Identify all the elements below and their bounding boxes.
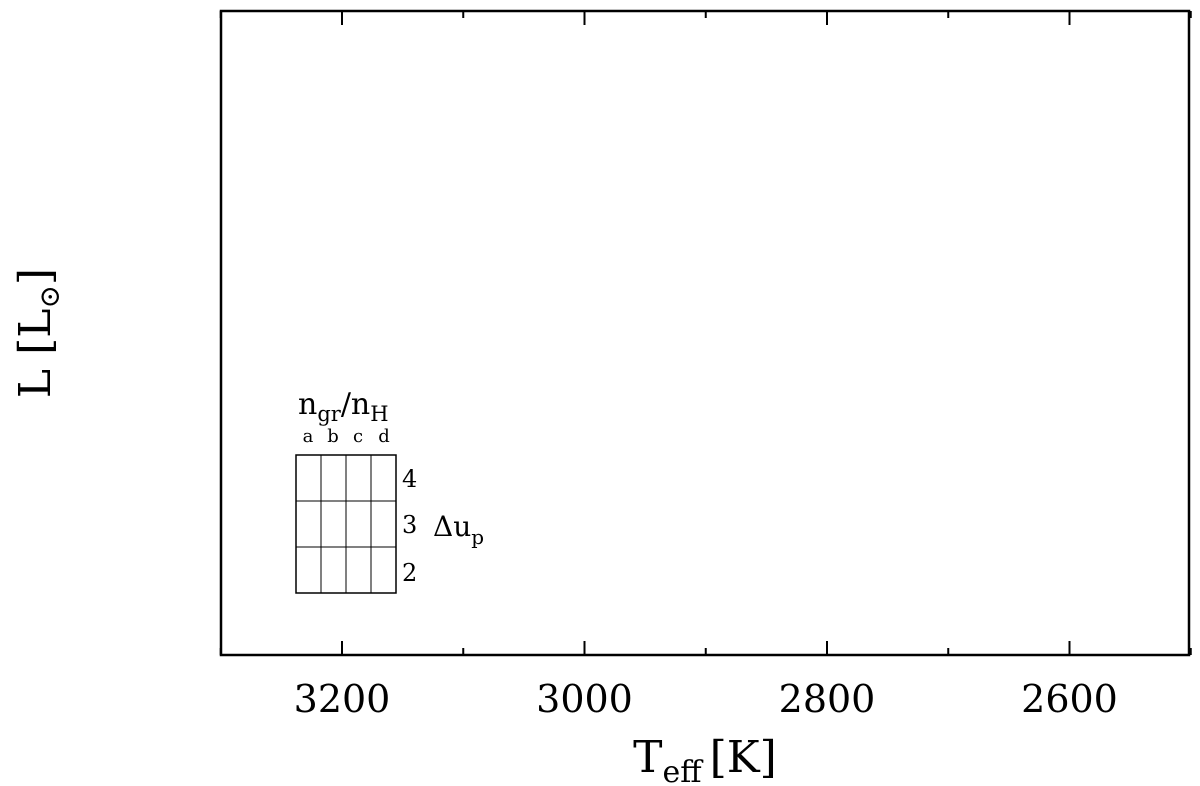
legend-title-h: H [370, 402, 388, 426]
x-axis-label: Teff [K] [633, 732, 777, 786]
legend-title: ngr/nH [298, 387, 389, 426]
y-axis-label-main: L [L [10, 309, 61, 399]
legend-axis-label-sub: p [471, 525, 484, 549]
x-tick-label: 2600 [1021, 677, 1118, 721]
x-tick-label: 3200 [294, 677, 391, 721]
legend-title-n2: n [351, 387, 370, 422]
x-axis-label-unit: [K] [710, 732, 777, 783]
x-axis-label-sub: eff [663, 755, 705, 786]
x-axis: 3200 3000 2800 2600 [219, 11, 1192, 721]
legend-row-3: 3 [402, 511, 417, 539]
y-axis-label-sub: ⊙ [33, 285, 66, 308]
legend: ngr/nH a b c d 4 3 2 Δup [295, 387, 484, 594]
legend-col-c: c [353, 426, 363, 447]
x-tick-label: 2800 [779, 677, 876, 721]
legend-row-2: 2 [402, 559, 417, 587]
legend-axis-label: Δup [433, 510, 484, 549]
legend-title-gr: gr [317, 402, 341, 426]
x-tick-label: 3000 [536, 677, 633, 721]
legend-axis-label-main: Δu [433, 510, 471, 543]
legend-col-a: a [303, 426, 314, 447]
y-axis-label-close: ] [10, 268, 61, 285]
y-axis-label: L [L⊙] [10, 268, 66, 398]
plot-frame [219, 9, 1191, 657]
legend-title-n: n [298, 387, 317, 422]
legend-title-slash: / [341, 387, 352, 422]
legend-col-b: b [327, 426, 339, 447]
legend-row-4: 4 [402, 465, 417, 493]
legend-col-d: d [378, 426, 390, 447]
x-axis-label-main: T [633, 732, 662, 783]
